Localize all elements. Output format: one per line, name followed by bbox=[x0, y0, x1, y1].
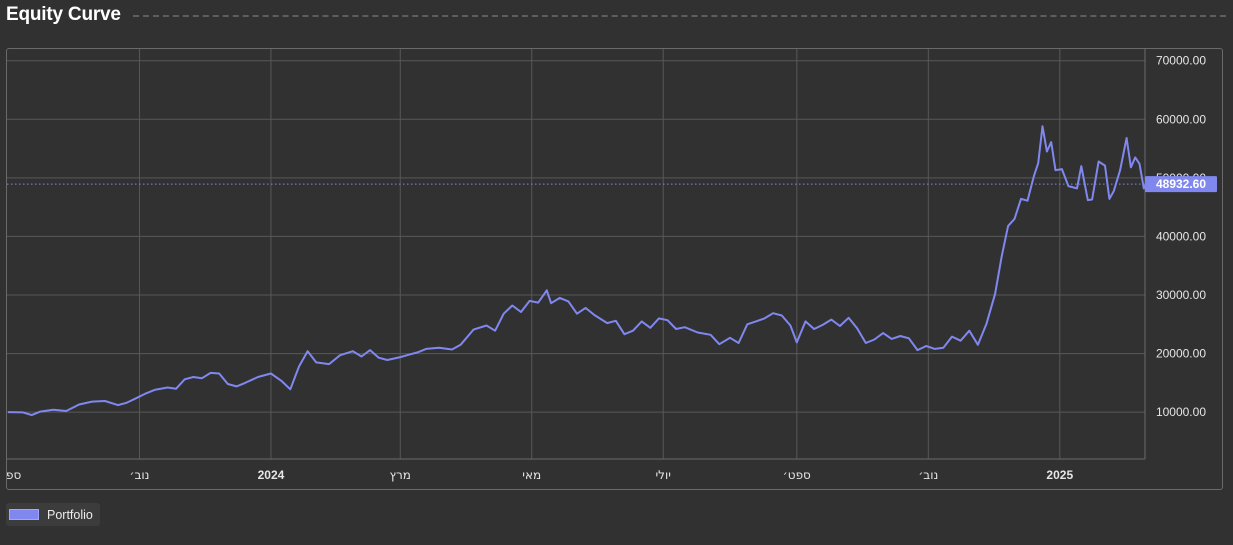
last-value-label: 48932.60 bbox=[1156, 177, 1206, 191]
x-tick-label: נוב׳ bbox=[129, 468, 149, 482]
y-tick-label: 10000.00 bbox=[1156, 405, 1206, 419]
x-tick-label: מרץ bbox=[390, 468, 411, 482]
x-tick-label: מאי bbox=[522, 468, 541, 482]
page-title: Equity Curve bbox=[6, 4, 121, 25]
x-tick-label: ספט׳ bbox=[783, 468, 811, 482]
y-tick-label: 70000.00 bbox=[1156, 54, 1206, 68]
chart-panel[interactable]: 70000.0060000.0050000.0040000.0030000.00… bbox=[6, 48, 1223, 490]
y-tick-label: 60000.00 bbox=[1156, 112, 1206, 126]
legend-label: Portfolio bbox=[47, 507, 93, 522]
legend[interactable]: Portfolio bbox=[6, 503, 100, 526]
x-tick-label: 2024 bbox=[258, 468, 285, 482]
x-tick-label: יולי bbox=[655, 468, 670, 482]
section-header: Equity Curve bbox=[6, 0, 1226, 30]
last-value-badge bbox=[1145, 176, 1217, 193]
y-tick-label: 40000.00 bbox=[1156, 229, 1206, 243]
series-line-portfolio bbox=[7, 125, 1147, 417]
title-divider bbox=[132, 15, 1226, 17]
x-tick-label: ספ bbox=[7, 468, 21, 482]
equity-curve-chart[interactable]: 70000.0060000.0050000.0040000.0030000.00… bbox=[7, 49, 1221, 488]
x-tick-label: 2025 bbox=[1046, 468, 1073, 482]
y-tick-label: 30000.00 bbox=[1156, 288, 1206, 302]
legend-swatch bbox=[9, 509, 39, 520]
y-tick-label: 20000.00 bbox=[1156, 347, 1206, 361]
x-tick-label: נוב׳ bbox=[918, 468, 938, 482]
